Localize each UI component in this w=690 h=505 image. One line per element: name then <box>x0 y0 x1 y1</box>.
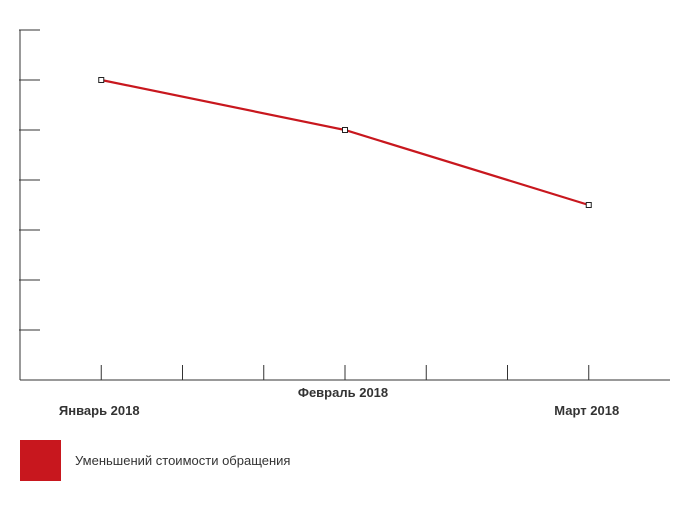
x-tick-label: Февраль 2018 <box>298 385 388 400</box>
x-axis-ticks <box>100 365 590 380</box>
data-point <box>342 127 348 133</box>
legend-swatch <box>20 440 61 481</box>
x-axis-labels: Январь 2018 Февраль 2018 Март 2018 <box>59 385 619 418</box>
series-line <box>101 78 590 207</box>
x-tick-label: Март 2018 <box>554 403 619 418</box>
data-point <box>585 202 592 208</box>
legend-label: Уменьшений стоимости обращения <box>75 453 291 468</box>
series-layer <box>98 77 592 208</box>
legend: Уменьшений стоимости обращения <box>20 440 290 481</box>
data-point <box>98 77 105 83</box>
x-tick-label: Январь 2018 <box>59 403 140 418</box>
y-axis-ticks <box>19 29 40 331</box>
